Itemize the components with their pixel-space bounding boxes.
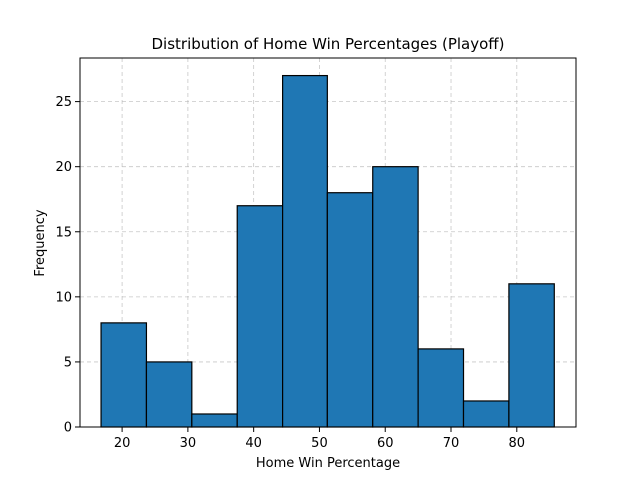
x-axis-label: Home Win Percentage: [256, 456, 400, 471]
x-tick-label-3: 50: [311, 436, 328, 451]
y-tick-label-0: 0: [64, 421, 72, 436]
x-axis-ticks: 20 30 40 50 60 70 80: [114, 427, 525, 451]
y-tick-label-1: 5: [64, 355, 72, 370]
y-axis-label: Frequency: [33, 209, 48, 276]
y-tick-label-2: 10: [55, 290, 72, 305]
plot-frame: [79, 57, 577, 428]
histogram-bar-6: [372, 166, 419, 428]
y-tick-label-4: 20: [55, 160, 72, 175]
x-tick-label-4: 60: [377, 436, 394, 451]
x-tick-label-0: 20: [114, 436, 131, 451]
x-tick-label-6: 80: [509, 436, 526, 451]
x-tick-label-5: 70: [443, 436, 460, 451]
y-tick-label-5: 25: [55, 95, 72, 110]
y-tick-label-3: 15: [55, 225, 72, 240]
histogram-bar-1: [145, 361, 193, 428]
histogram-bar-4: [282, 74, 328, 428]
chart-title: Distribution of Home Win Percentages (Pl…: [152, 35, 505, 53]
histogram-bar-5: [326, 192, 374, 428]
histogram-bar-2: [191, 413, 238, 428]
y-axis-ticks: 0 5 10 15 20 25: [55, 95, 80, 436]
histogram-bar-3: [236, 205, 284, 428]
bars: [100, 74, 555, 428]
histogram-bar-7: [417, 348, 465, 428]
x-tick-label-2: 40: [245, 436, 262, 451]
histogram-bar-9: [508, 283, 555, 428]
histogram-bar-8: [462, 400, 510, 428]
x-tick-label-1: 30: [180, 436, 197, 451]
histogram-bar-0: [100, 322, 148, 428]
